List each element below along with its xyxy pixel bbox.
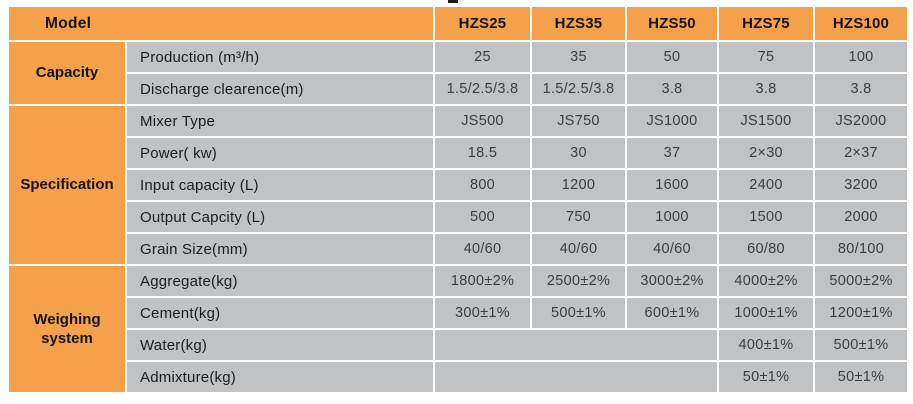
- merged-empty-cell: [433, 360, 719, 394]
- table-row: Grain Size(mm) 40/60 40/60 40/60 60/80 8…: [8, 232, 909, 266]
- table-cell: 50±1%: [717, 360, 815, 394]
- table-row: Output Capcity (L) 500 750 1000 1500 200…: [8, 200, 909, 234]
- table-cell: 2500±2%: [530, 264, 627, 298]
- param-label: Power( kw): [125, 136, 435, 170]
- table-cell: 2×30: [717, 136, 815, 170]
- section-label-specification: Specification: [7, 104, 127, 266]
- table-cell: 37: [625, 136, 719, 170]
- param-label: Grain Size(mm): [125, 232, 435, 266]
- table-cell: 18.5: [433, 136, 532, 170]
- table-row: Input capacity (L) 800 1200 1600 2400 32…: [8, 168, 909, 202]
- table-cell: 3000±2%: [625, 264, 719, 298]
- param-label: Input capacity (L): [125, 168, 435, 202]
- column-header-hzs25: HZS25: [433, 5, 532, 42]
- cropped-title-artifact: [448, 0, 458, 3]
- table-cell: 5000±2%: [813, 264, 909, 298]
- table-cell: JS2000: [813, 104, 909, 138]
- table-cell: JS750: [530, 104, 627, 138]
- table-row: Discharge clearence(m) 1.5/2.5/3.8 1.5/2…: [8, 72, 909, 106]
- table-row: Cement(kg) 300±1% 500±1% 600±1% 1000±1% …: [8, 296, 909, 330]
- table-cell: 1.5/2.5/3.8: [433, 72, 532, 106]
- column-header-hzs100: HZS100: [813, 5, 909, 42]
- table-cell: 400±1%: [717, 328, 815, 362]
- table-cell: 3.8: [717, 72, 815, 106]
- param-label: Mixer Type: [125, 104, 435, 138]
- table-cell: 1000: [625, 200, 719, 234]
- table-cell: 40/60: [433, 232, 532, 266]
- table-cell: 1800±2%: [433, 264, 532, 298]
- param-label: Production (m³/h): [125, 40, 435, 74]
- model-header-cell: Model: [7, 5, 435, 42]
- param-label: Cement(kg): [125, 296, 435, 330]
- table-row: Water(kg) 400±1% 500±1%: [8, 328, 909, 362]
- param-label: Output Capcity (L): [125, 200, 435, 234]
- param-label: Admixture(kg): [125, 360, 435, 394]
- specification-table: Model HZS25 HZS35 HZS50 HZS75 HZS100 Cap…: [7, 5, 909, 394]
- table-cell: 2×37: [813, 136, 909, 170]
- param-label: Aggregate(kg): [125, 264, 435, 298]
- table-cell: 1000±1%: [717, 296, 815, 330]
- table-cell: 40/60: [530, 232, 627, 266]
- table-cell: 4000±2%: [717, 264, 815, 298]
- table-cell: 500±1%: [813, 328, 909, 362]
- table-cell: 3.8: [625, 72, 719, 106]
- table-cell: 800: [433, 168, 532, 202]
- table-cell: 750: [530, 200, 627, 234]
- table-cell: 75: [717, 40, 815, 74]
- table-cell: 50: [625, 40, 719, 74]
- section-label-capacity: Capacity: [7, 40, 127, 106]
- table-row: Power( kw) 18.5 30 37 2×30 2×37: [8, 136, 909, 170]
- table-cell: 300±1%: [433, 296, 532, 330]
- table-cell: 1200±1%: [813, 296, 909, 330]
- table-cell: 500±1%: [530, 296, 627, 330]
- table-cell: 100: [813, 40, 909, 74]
- table-cell: 35: [530, 40, 627, 74]
- section-label-weighing-system: Weighing system: [7, 264, 127, 394]
- table-header-row: Model HZS25 HZS35 HZS50 HZS75 HZS100: [7, 5, 909, 42]
- column-header-hzs50: HZS50: [625, 5, 719, 42]
- param-label: Discharge clearence(m): [125, 72, 435, 106]
- merged-empty-cell: [433, 328, 719, 362]
- table-cell: 3.8: [813, 72, 909, 106]
- table-cell: JS500: [433, 104, 532, 138]
- table-cell: 50±1%: [813, 360, 909, 394]
- table-row: Capacity Production (m³/h) 25 35 50 75 1…: [7, 40, 909, 106]
- table-cell: 2000: [813, 200, 909, 234]
- table-cell: 40/60: [625, 232, 719, 266]
- table-cell: 1200: [530, 168, 627, 202]
- param-label: Water(kg): [125, 328, 435, 362]
- table-cell: 60/80: [717, 232, 815, 266]
- column-header-hzs75: HZS75: [717, 5, 815, 42]
- column-header-hzs35: HZS35: [530, 5, 627, 42]
- table-cell: 30: [530, 136, 627, 170]
- table-cell: JS1000: [625, 104, 719, 138]
- table-cell: 1600: [625, 168, 719, 202]
- table-cell: 3200: [813, 168, 909, 202]
- table-cell: 2400: [717, 168, 815, 202]
- table-cell: 600±1%: [625, 296, 719, 330]
- table-cell: JS1500: [717, 104, 815, 138]
- table-cell: 25: [433, 40, 532, 74]
- table-cell: 80/100: [813, 232, 909, 266]
- table-cell: 500: [433, 200, 532, 234]
- table-row: Specification Mixer Type JS500 JS750 JS1…: [7, 104, 909, 266]
- table-row: Weighing system Aggregate(kg) 1800±2% 25…: [7, 264, 909, 394]
- table-row: Admixture(kg) 50±1% 50±1%: [8, 360, 909, 394]
- table-cell: 1.5/2.5/3.8: [530, 72, 627, 106]
- table-cell: 1500: [717, 200, 815, 234]
